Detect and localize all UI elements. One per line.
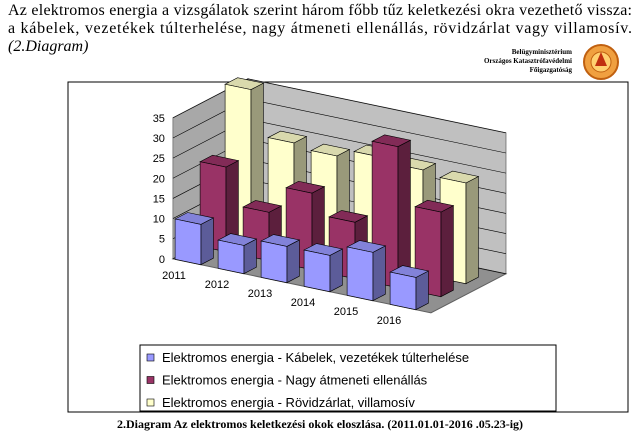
y-tick-label: 30 bbox=[153, 133, 165, 145]
legend-swatch bbox=[146, 398, 155, 407]
bar-side bbox=[440, 205, 454, 298]
logo-text: Főigazgatóság bbox=[530, 66, 573, 74]
legend-swatch bbox=[146, 376, 155, 384]
x-tick-label: 2016 bbox=[377, 315, 401, 327]
x-tick-label: 2015 bbox=[334, 306, 358, 318]
bar-side bbox=[397, 139, 411, 289]
plot-area: 0 5 10 15 20 25 30 35 2011 2012 2013 2014 2015 2016 bbox=[153, 77, 508, 327]
y-tick-label: 5 bbox=[159, 234, 165, 246]
legend-swatch bbox=[146, 353, 155, 362]
y-tick-label: 15 bbox=[153, 193, 165, 205]
bar-side bbox=[200, 217, 214, 266]
header-line: Az elektromos energia a vizsgálatok szer… bbox=[8, 2, 632, 19]
bar-side bbox=[329, 248, 343, 293]
x-tick-label: 2013 bbox=[248, 288, 272, 300]
bar-front bbox=[303, 249, 331, 293]
bar-front bbox=[346, 246, 374, 302]
legend: Elektromos energia - Kábelek, vezetékek … bbox=[146, 350, 469, 410]
y-tick-label: 20 bbox=[153, 173, 165, 185]
y-tick-label: 10 bbox=[153, 214, 165, 226]
bar-side bbox=[372, 245, 386, 302]
logo-text: Belügyminisztérium bbox=[512, 48, 572, 56]
y-tick-label: 25 bbox=[153, 153, 165, 165]
header-line: (2.Diagram) bbox=[8, 38, 88, 55]
legend-label: Elektromos energia - Nagy átmeneti ellen… bbox=[162, 373, 428, 388]
x-tick-label: 2012 bbox=[205, 279, 229, 291]
legend-label: Elektromos energia - Kábelek, vezetékek … bbox=[162, 350, 469, 365]
bar-front bbox=[389, 271, 417, 311]
bar-side bbox=[286, 239, 300, 284]
legend-box bbox=[139, 344, 557, 412]
bar-front bbox=[217, 239, 245, 275]
x-tick-label: 2014 bbox=[291, 297, 315, 309]
y-tick-label: 0 bbox=[159, 254, 165, 266]
header-line: a kábelek, vezetékek túlterhelése, nagy … bbox=[8, 20, 632, 37]
y-tick-label: 35 bbox=[153, 113, 165, 125]
grid-line bbox=[172, 78, 507, 134]
logo-emblem bbox=[583, 44, 619, 80]
logo-text: Országos Katasztrófavédelmi bbox=[484, 57, 572, 65]
x-tick-label: 2011 bbox=[162, 270, 186, 282]
caption: 2.Diagram Az elektromos keletkezési okok… bbox=[117, 417, 523, 431]
bar-front bbox=[260, 240, 288, 284]
legend-label: Elektromos energia - Rövidzárlat, villam… bbox=[162, 395, 415, 410]
bar-side bbox=[465, 175, 479, 285]
bar-front bbox=[174, 218, 202, 266]
